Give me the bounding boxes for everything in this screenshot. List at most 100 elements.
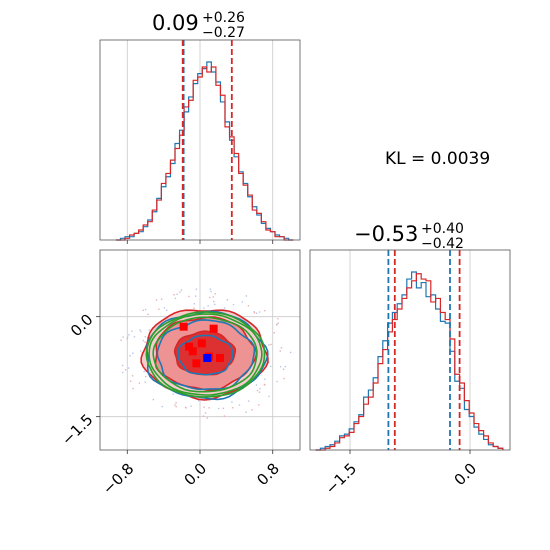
scatter-point bbox=[270, 365, 272, 368]
scatter-point bbox=[277, 317, 279, 320]
scatter-point bbox=[188, 295, 190, 298]
scatter-point bbox=[258, 404, 260, 406]
scatter-point bbox=[131, 330, 133, 332]
scatter-point bbox=[253, 311, 256, 314]
scatter-point bbox=[268, 395, 270, 398]
scatter-point bbox=[247, 400, 250, 402]
scatter-point bbox=[144, 381, 146, 383]
title-top-left: 0.09 bbox=[152, 11, 199, 35]
scatter-point bbox=[208, 407, 210, 409]
scatter-point bbox=[195, 288, 198, 290]
scatter-point bbox=[155, 299, 158, 301]
scatter-point bbox=[283, 377, 285, 380]
scatter-point bbox=[176, 293, 178, 296]
scatter-point bbox=[173, 294, 175, 296]
scatter-point bbox=[258, 391, 261, 393]
scatter-point bbox=[122, 371, 124, 374]
scatter-point bbox=[273, 332, 275, 334]
title-bottom-right-minus: −0.42 bbox=[421, 236, 464, 252]
scatter-point bbox=[127, 367, 130, 369]
contour-xtick-label-2: 0.8 bbox=[253, 460, 283, 490]
red-marker bbox=[192, 359, 201, 368]
scatter-point bbox=[203, 406, 205, 409]
scatter-point bbox=[152, 398, 154, 401]
scatter-point bbox=[279, 365, 282, 368]
scatter-point bbox=[282, 368, 285, 370]
contour-ytick-label-0: 0.0 bbox=[67, 310, 97, 340]
kl-annotation: KL = 0.0039 bbox=[385, 149, 490, 169]
scatter-point bbox=[139, 329, 141, 331]
scatter-point bbox=[284, 365, 286, 368]
title-top-left-value: 0.09 bbox=[152, 11, 199, 35]
scatter-point bbox=[232, 303, 235, 306]
hist1-series-0 bbox=[115, 61, 294, 241]
scatter-point bbox=[161, 405, 163, 408]
scatter-point bbox=[256, 389, 259, 392]
scatter-point bbox=[247, 305, 250, 307]
scatter-point bbox=[276, 380, 278, 383]
scatter-point bbox=[138, 382, 141, 384]
scatter-point bbox=[218, 407, 220, 410]
scatter-point bbox=[175, 405, 177, 408]
scatter-point bbox=[214, 303, 216, 306]
scatter-point bbox=[148, 329, 150, 331]
hist1-series-1 bbox=[115, 66, 294, 241]
scatter-point bbox=[126, 336, 129, 338]
red-marker bbox=[179, 322, 188, 331]
hist2-frame bbox=[309, 249, 511, 451]
scatter-point bbox=[132, 352, 134, 354]
scatter-point bbox=[144, 308, 147, 311]
scatter-point bbox=[126, 338, 129, 340]
red-marker bbox=[197, 339, 206, 348]
scatter-point bbox=[213, 300, 215, 303]
contour-series-2-level-2 bbox=[152, 316, 258, 393]
scatter-point bbox=[128, 334, 130, 336]
scatter-point bbox=[259, 387, 261, 390]
hist-panel-top-left bbox=[99, 39, 301, 244]
hist-panel-bottom-right: −1.5 0.0 bbox=[309, 249, 511, 498]
scatter-point bbox=[207, 305, 209, 307]
scatter-point bbox=[129, 355, 131, 357]
red-marker bbox=[216, 354, 224, 362]
scatter-point bbox=[144, 341, 146, 343]
scatter-point bbox=[143, 370, 145, 373]
scatter-point bbox=[279, 350, 281, 352]
scatter-point bbox=[251, 409, 253, 411]
scatter-point bbox=[197, 399, 200, 402]
scatter-point bbox=[193, 303, 196, 305]
scatter-point bbox=[190, 405, 192, 407]
scatter-point bbox=[160, 298, 163, 300]
scatter-point bbox=[139, 350, 142, 352]
scatter-point bbox=[133, 336, 136, 338]
scatter-point bbox=[245, 411, 247, 413]
scatter-point bbox=[131, 375, 134, 377]
scatter-point bbox=[231, 401, 233, 403]
scatter-point bbox=[255, 312, 258, 314]
contour-series-2-level-0 bbox=[145, 311, 266, 398]
scatter-point bbox=[193, 307, 195, 309]
scatter-point bbox=[210, 290, 212, 293]
hist2-series-1 bbox=[315, 273, 504, 451]
scatter-point bbox=[253, 311, 255, 313]
scatter-point bbox=[121, 364, 124, 367]
scatter-point bbox=[232, 407, 234, 409]
scatter-point bbox=[180, 289, 183, 291]
scatter-point bbox=[142, 339, 145, 342]
scatter-point bbox=[179, 291, 181, 293]
title-top-left-plus: +0.26 bbox=[202, 10, 245, 26]
scatter-point bbox=[258, 311, 261, 313]
contour-ytick-label-1: −1.5 bbox=[58, 410, 96, 448]
scatter-point bbox=[276, 324, 278, 326]
scatter-point bbox=[241, 301, 244, 303]
scatter-point bbox=[158, 308, 160, 310]
scatter-point bbox=[270, 343, 272, 346]
scatter-point bbox=[163, 307, 166, 309]
scatter-point bbox=[204, 412, 207, 414]
contour-xtick-label-1: 0.0 bbox=[181, 460, 211, 490]
scatter-point bbox=[202, 415, 205, 417]
scatter-point bbox=[140, 330, 142, 333]
scatter-point bbox=[223, 415, 226, 417]
scatter-point bbox=[184, 406, 187, 409]
scatter-point bbox=[174, 297, 177, 300]
